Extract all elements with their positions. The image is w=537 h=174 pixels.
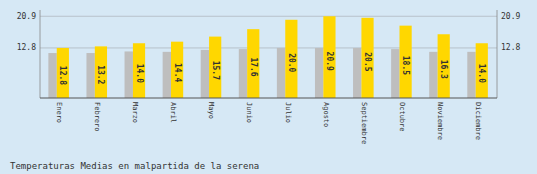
x-tick-label: Abril [169,102,177,123]
x-tick-label: Febrero [93,102,101,132]
title: Temperaturas Medias en malpartida de la … [10,161,259,171]
bar [315,48,323,98]
x-tick-label: Junio [245,102,253,123]
data-label: 20.5 [363,52,372,71]
data-label: 14.0 [477,64,486,83]
x-axis-line [40,98,497,99]
bar [201,50,209,98]
data-label: 12.8 [58,66,67,85]
grid-line [40,16,497,17]
bar [57,48,69,98]
bar [429,52,437,98]
x-tick-label: Mayo [207,102,215,119]
data-label: 13.2 [96,65,105,84]
bar [239,49,247,98]
chart-container: 12.8 20.9 12.8 20.9 12.8 13.2 14.0 14.4 15.7 17.6… [0,0,537,174]
bar [476,43,488,98]
bars [48,16,487,98]
data-label: 14.0 [135,64,144,83]
bar [323,16,335,98]
bar [133,43,145,98]
data-label: 20.0 [287,53,296,72]
chart-svg: 12.8 20.9 12.8 20.9 12.8 13.2 14.0 14.4 15.7 17.6… [0,0,537,174]
grid-line [40,47,497,48]
bar [48,53,56,98]
bar [277,48,285,98]
data-label: 18.5 [401,56,410,75]
data-label: 15.7 [211,61,220,80]
x-tick-label: Noviembre [436,102,444,140]
x-tick-label: Septiembre [360,102,368,144]
background [0,0,537,174]
x-tick-label: Diciembre [474,102,482,140]
data-label: 17.6 [249,57,258,76]
bar [125,51,133,98]
bar [247,29,259,98]
x-tick-label: Marzo [131,102,139,123]
bar [400,26,412,98]
data-label: 14.4 [173,63,182,82]
y-tick-label: 12.8 [17,43,36,52]
bar [353,48,361,98]
data-label: 20.9 [325,52,334,71]
y-axis-line [40,10,41,98]
bar [209,37,221,98]
x-tick-label: Agosto [322,102,330,127]
y-tick-label: 20.9 [17,12,36,21]
bar [171,42,183,98]
bar [285,20,297,98]
bar [467,52,475,98]
bar [95,46,107,98]
x-tick-label: Julio [284,102,292,123]
bar [86,53,94,98]
bar [438,34,450,98]
bar [163,52,171,98]
y2-axis-line [497,10,498,98]
x-tick-label: Octubre [398,102,406,132]
y2-tick-label: 12.8 [501,43,520,52]
data-label: 16.3 [439,60,448,79]
y2-tick-label: 20.9 [501,12,520,21]
bar [391,49,399,98]
x-tick-label: Enero [55,102,63,123]
bar [361,18,373,98]
